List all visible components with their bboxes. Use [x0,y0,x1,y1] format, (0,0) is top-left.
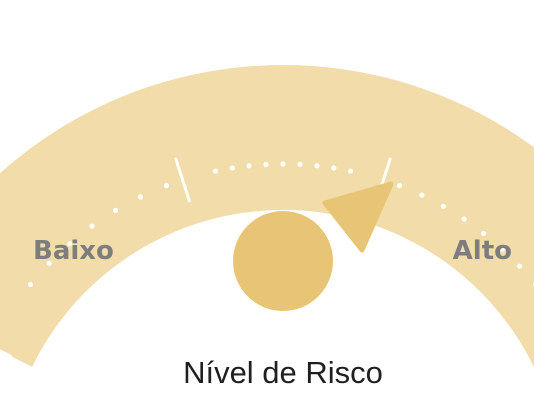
gauge-dot [419,192,425,198]
gauge-dot [297,161,303,167]
gauge-needle [322,181,394,253]
gauge-dot [348,168,354,174]
gauge-dot [137,194,144,200]
gauge-dot [46,260,52,266]
gauge-dot [89,223,95,229]
low-label: Baixo [33,236,114,266]
gauge-tick [174,157,191,203]
gauge-dot [246,163,252,169]
gauge-dot [229,165,235,171]
gauge-dot [461,216,467,222]
gauge-dot [27,281,33,288]
high-label: Alto [453,236,512,266]
gauge-caption: Nível de Risco [183,355,383,390]
gauge-dot [314,163,320,169]
gauge-dot [263,161,269,167]
gauge-hub [233,211,333,311]
gauge-tick [0,349,13,358]
gauge-dot [440,203,446,209]
gauge-dot [481,230,487,236]
gauge-dot [280,161,286,167]
gauge-dot [212,168,218,174]
gauge-band [0,64,534,367]
gauge-dot [396,183,403,189]
gauge-dot [67,241,73,247]
gauge-dot [163,183,170,189]
gauge-dot [331,165,337,171]
gauge-dot [113,207,119,213]
gauge-dot [517,263,523,269]
gauge-dot [499,246,505,252]
